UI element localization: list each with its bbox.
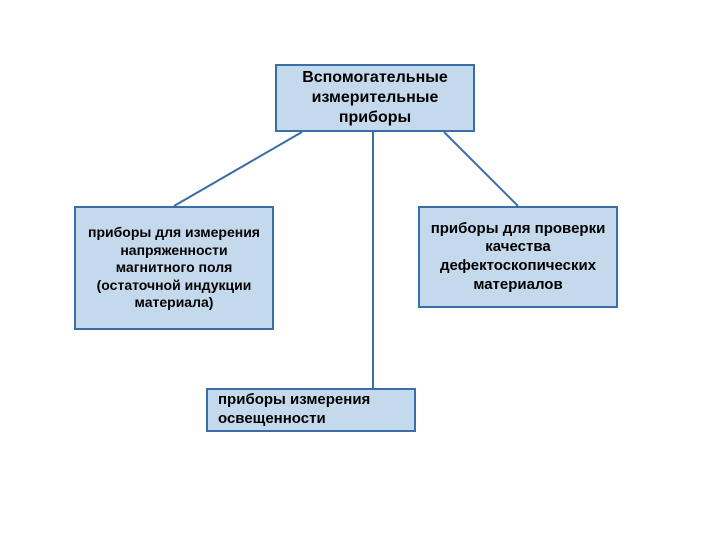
node-left-label: приборы для измерения напряженности магн… xyxy=(82,224,266,312)
node-bottom: приборы измерения освещенности xyxy=(206,388,416,432)
node-root-label: Вспомогательные измерительные приборы xyxy=(283,68,467,128)
node-bottom-label: приборы измерения освещенности xyxy=(218,391,408,429)
node-right: приборы для проверки качества дефектоско… xyxy=(418,206,618,308)
node-left: приборы для измерения напряженности магн… xyxy=(74,206,274,330)
node-root: Вспомогательные измерительные приборы xyxy=(275,64,475,132)
node-right-label: приборы для проверки качества дефектоско… xyxy=(426,220,610,295)
edge xyxy=(174,132,302,206)
edge xyxy=(444,132,518,206)
